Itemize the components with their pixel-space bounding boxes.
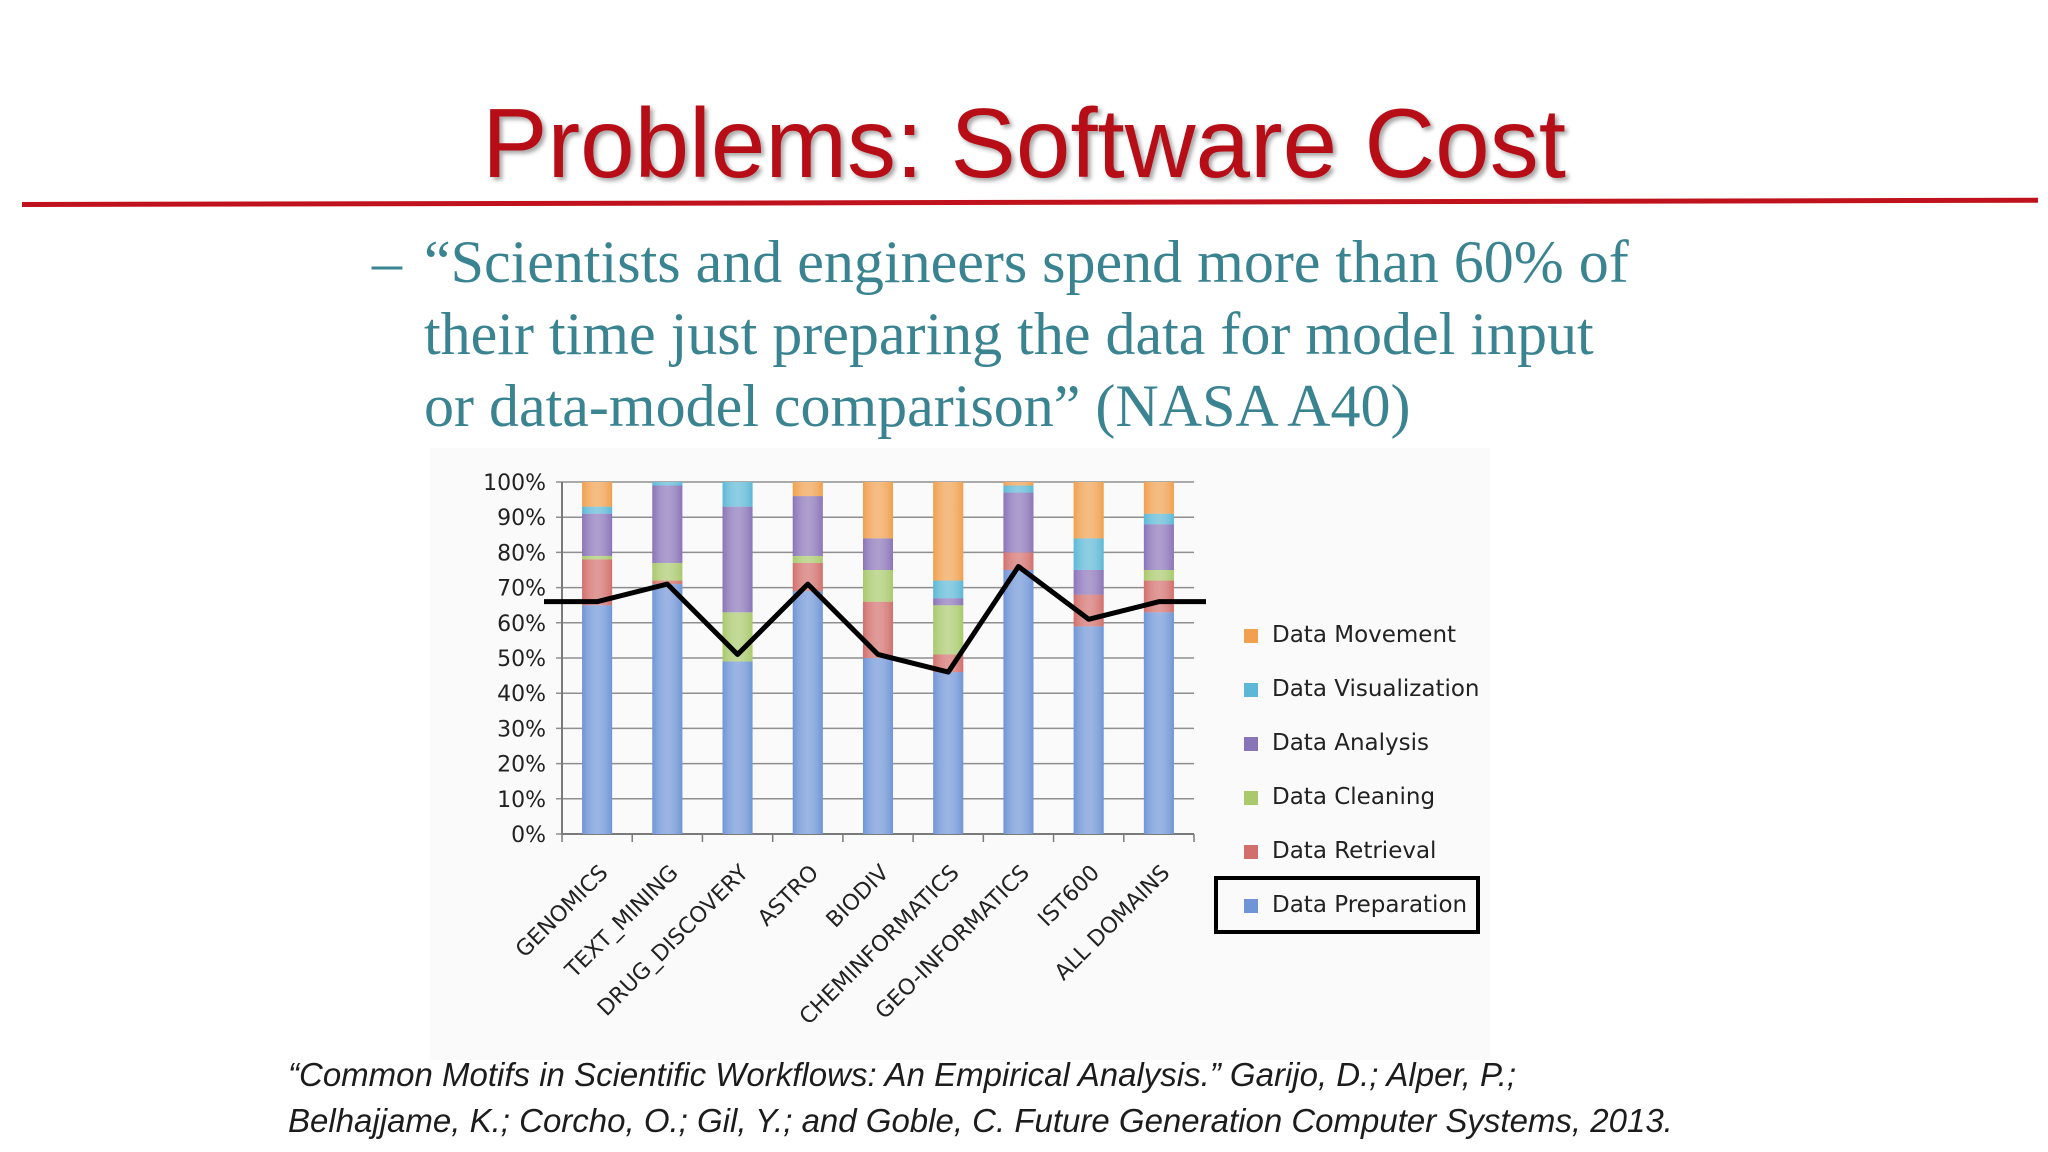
legend-swatch-data-retrieval xyxy=(1244,845,1258,859)
bar-segment-sheen xyxy=(863,538,893,570)
bar-segment-sheen xyxy=(1143,482,1174,514)
legend-label-data-visualization: Data Visualization xyxy=(1272,676,1480,702)
quote-line-2: their time just preparing the data for m… xyxy=(424,301,1594,367)
citation-line-1: “Common Motifs in Scientific Workflows: … xyxy=(288,1056,1517,1093)
bullet-dash: – xyxy=(372,229,402,295)
y-tick-label: 40% xyxy=(497,682,546,707)
bar-segment-sheen xyxy=(582,605,613,834)
bar-segment-sheen xyxy=(722,506,753,613)
bar-segment-sheen xyxy=(1073,570,1104,595)
bar-segment-sheen xyxy=(1003,570,1034,834)
bar-segment-sheen xyxy=(1073,626,1104,834)
citation: “Common Motifs in Scientific Workflows: … xyxy=(288,1052,2028,1144)
bar-segment-sheen xyxy=(933,598,964,606)
stacked-bar-chart: 0%10%20%30%40%50%60%70%80%90%100%GENOMIC… xyxy=(483,471,1480,1030)
bar-segment-sheen xyxy=(722,661,753,834)
title-divider xyxy=(21,197,2039,207)
legend-swatch-data-preparation xyxy=(1244,899,1258,913)
slide-title: Problems: Software Cost xyxy=(482,88,1566,198)
overlay-line xyxy=(544,563,1206,675)
y-tick-label: 0% xyxy=(511,823,546,848)
x-tick-label: ASTRO xyxy=(753,861,824,932)
x-tick-label: BIODIV xyxy=(822,861,894,933)
legend-label-data-retrieval: Data Retrieval xyxy=(1272,838,1436,864)
bar-segment-sheen xyxy=(1143,524,1174,570)
bar-segment-sheen xyxy=(582,482,613,507)
bar-segment-sheen xyxy=(792,555,823,563)
bar-segment-sheen xyxy=(792,591,823,834)
legend-label-data-movement: Data Movement xyxy=(1272,622,1456,648)
legend-highlight-box xyxy=(1214,876,1480,934)
y-tick-label: 20% xyxy=(497,753,546,778)
legend-swatch-data-movement xyxy=(1244,629,1258,643)
chart-panel: 0% 10% 20% 30% 40% 50% 60% 70% 80% 90% 100% GENOMIC… xyxy=(430,448,1490,1060)
legend-label-data-cleaning: Data Cleaning xyxy=(1272,784,1435,810)
bar-segment-sheen xyxy=(863,482,893,539)
bar-segment-sheen xyxy=(722,482,753,507)
y-tick-label: 50% xyxy=(497,647,546,672)
quote-line-1: “Scientists and engineers spend more tha… xyxy=(424,229,1629,295)
bar-segment-sheen xyxy=(933,672,964,834)
y-tick-label: 90% xyxy=(497,506,546,531)
legend-swatch-data-visualization xyxy=(1244,683,1258,697)
bar-segment-sheen xyxy=(582,506,613,514)
bar-segment-sheen xyxy=(933,580,964,599)
bar-segment-sheen xyxy=(863,658,893,834)
bar-segment-sheen xyxy=(863,570,893,602)
x-tick-label: IST600 xyxy=(1034,861,1105,932)
bar-segment-sheen xyxy=(652,482,683,486)
y-tick-label: 100% xyxy=(483,471,546,496)
y-tick-label: 70% xyxy=(497,577,546,602)
bar-segment-sheen xyxy=(1143,570,1174,581)
bar-segment-sheen xyxy=(1143,580,1174,613)
legend-swatch-data-cleaning xyxy=(1244,791,1258,805)
legend-label-data-analysis: Data Analysis xyxy=(1272,730,1429,756)
y-tick-label: 10% xyxy=(497,788,546,813)
bar-segment-sheen xyxy=(933,605,964,655)
y-tick-label: 30% xyxy=(497,717,546,742)
bar-segment-sheen xyxy=(1073,538,1104,570)
bar-segment-sheen xyxy=(1143,612,1174,834)
bar-segment-sheen xyxy=(1073,482,1104,539)
citation-line-2: Belhajjame, K.; Corcho, O.; Gil, Y.; and… xyxy=(288,1102,1673,1139)
bar-segment-sheen xyxy=(1003,485,1034,493)
bar-segment-sheen xyxy=(792,496,823,556)
y-tick-label: 80% xyxy=(497,541,546,566)
bar-segment-sheen xyxy=(1143,513,1174,525)
bar-segment-sheen xyxy=(933,482,964,581)
bar-segment-sheen xyxy=(1003,552,1034,570)
y-tick-label: 60% xyxy=(497,612,546,637)
bar-segment-sheen xyxy=(652,485,683,563)
bar-segment-sheen xyxy=(1003,492,1034,553)
bar-segment-sheen xyxy=(652,562,683,581)
quote-line-3: or data-model comparison” (NASA A40) xyxy=(424,373,1411,439)
legend-swatch-data-analysis xyxy=(1244,737,1258,751)
bar-segment-sheen xyxy=(652,584,683,834)
bar-segment-sheen xyxy=(792,482,823,497)
bar-segment-sheen xyxy=(582,555,613,560)
legend-label-data-preparation: Data Preparation xyxy=(1272,892,1467,918)
bar-segment-sheen xyxy=(582,513,613,556)
bar-segment-sheen xyxy=(1003,482,1034,486)
bar-segment-sheen xyxy=(863,601,893,658)
